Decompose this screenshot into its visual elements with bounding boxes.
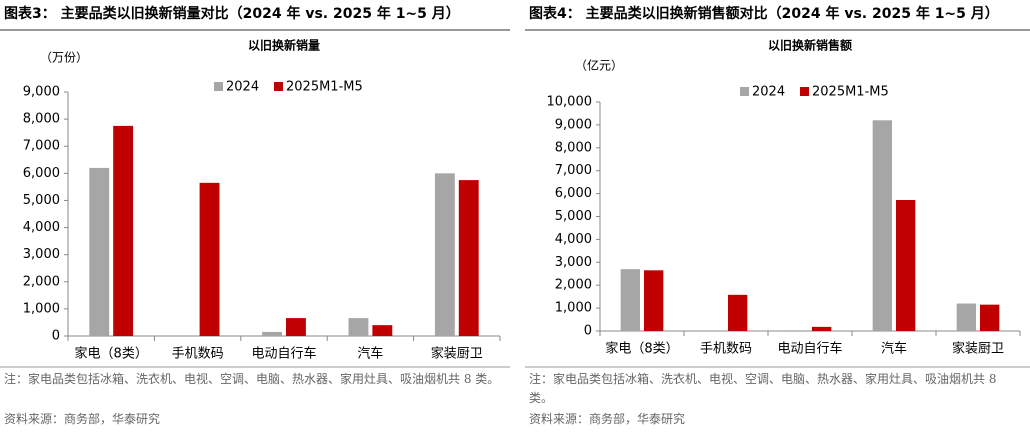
bar [620, 269, 640, 331]
chart-title: 以旧换新销量 [248, 38, 320, 53]
bar [262, 331, 282, 336]
legend-swatch [800, 87, 809, 96]
bar [286, 318, 306, 336]
x-tick-label: 家电（8类） [75, 346, 148, 362]
y-tick-label: 1,000 [23, 301, 60, 316]
y-tick-label: 8,000 [23, 112, 60, 127]
unit-label: （亿元） [575, 58, 623, 73]
bar [113, 125, 134, 336]
y-tick-label: 10,000 [547, 95, 593, 110]
legend-label: 2024 [226, 80, 259, 95]
y-tick-label: 0 [584, 324, 592, 339]
bar [89, 167, 110, 336]
y-tick-label: 6,000 [23, 166, 60, 181]
bar [199, 182, 220, 336]
y-tick-label: 8,000 [555, 140, 592, 155]
legend-label: 2025M1-M5 [812, 85, 889, 100]
y-tick-label: 5,000 [555, 209, 592, 224]
bar [788, 330, 808, 331]
y-tick-label: 4,000 [555, 232, 592, 247]
y-tick-label: 2,000 [23, 274, 60, 289]
x-tick-label: 手机数码 [172, 347, 224, 362]
x-tick-label: 家装厨卫 [952, 341, 1004, 357]
x-tick-label: 家装厨卫 [431, 346, 483, 362]
bar [644, 270, 664, 331]
y-tick-label: 6,000 [555, 186, 592, 201]
legend-label: 2025M1-M5 [286, 80, 363, 95]
y-tick-label: 0 [52, 329, 60, 344]
chart-title: 以旧换新销售额 [768, 38, 852, 53]
y-tick-label: 3,000 [555, 255, 592, 270]
y-tick-label: 1,000 [555, 301, 592, 316]
bar [458, 180, 479, 336]
bar [372, 325, 393, 336]
legend-swatch [214, 82, 223, 91]
unit-label: （万份） [40, 51, 88, 65]
bar [728, 294, 748, 331]
bar [348, 318, 369, 336]
x-tick-label: 家电（8类） [605, 341, 678, 357]
y-tick-label: 3,000 [23, 247, 60, 262]
y-tick-label: 5,000 [23, 193, 60, 208]
source-text: 资料来源：商务部，华泰研究 [529, 412, 686, 426]
x-tick-label: 汽车 [881, 341, 907, 357]
legend-swatch [274, 82, 283, 91]
figure-title: 图表4： 主要品类以旧换新销售额对比（2024 年 vs. 2025 年 1~5… [529, 5, 999, 22]
bar [434, 173, 455, 336]
y-tick-label: 7,000 [23, 139, 60, 154]
x-tick-label: 手机数码 [700, 342, 752, 357]
bar [896, 200, 916, 331]
bar [872, 120, 892, 331]
note-text: 注：家电品类包括冰箱、洗衣机、电视、空调、电脑、热水器、家用灶具、吸油烟机共 8… [4, 372, 500, 386]
figure-title: 图表3： 主要品类以旧换新销量对比（2024 年 vs. 2025 年 1~5 … [4, 5, 460, 22]
note-text: 注：家电品类包括冰箱、洗衣机、电视、空调、电脑、热水器、家用灶具、吸油烟机共 8… [529, 372, 997, 405]
x-tick-label: 电动自行车 [777, 341, 842, 357]
y-tick-label: 4,000 [23, 220, 60, 235]
x-tick-label: 电动自行车 [251, 346, 316, 362]
bar [980, 304, 1000, 331]
bar [956, 303, 976, 331]
bar [812, 326, 832, 331]
source-text: 资料来源：商务部，华泰研究 [4, 412, 161, 426]
legend-swatch [740, 87, 749, 96]
y-tick-label: 7,000 [555, 163, 592, 178]
y-tick-label: 9,000 [555, 117, 592, 132]
legend-label: 2024 [752, 85, 785, 100]
x-tick-label: 汽车 [357, 346, 383, 362]
y-tick-label: 9,000 [23, 85, 60, 100]
y-tick-label: 2,000 [555, 278, 592, 293]
